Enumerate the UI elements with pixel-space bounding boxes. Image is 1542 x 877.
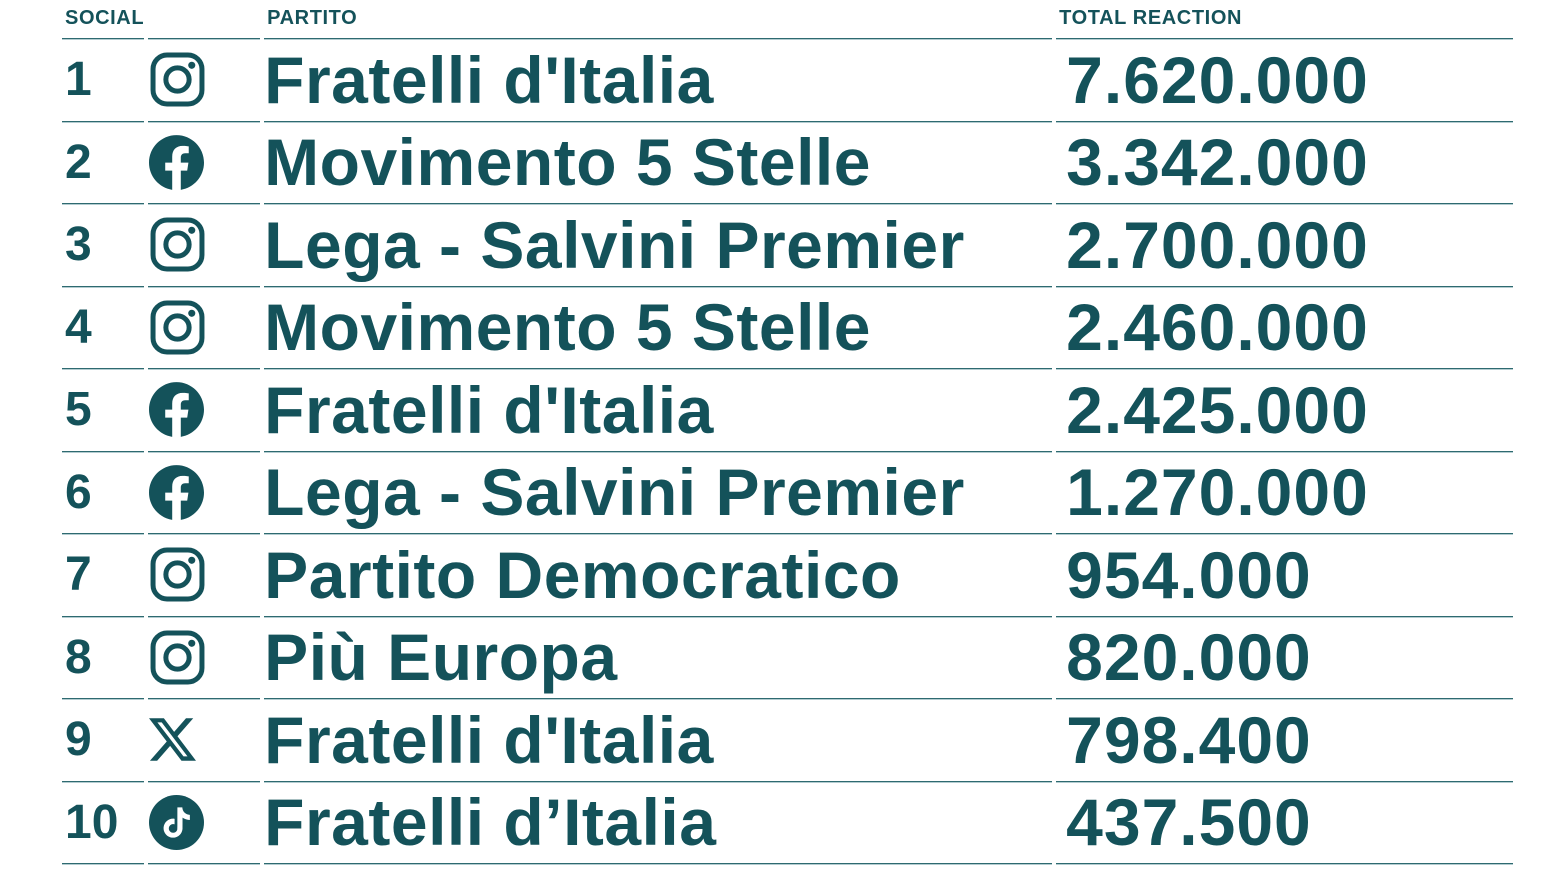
total-reaction-cell: 798.400 [1056, 699, 1514, 782]
total-reaction-cell: 437.500 [1056, 782, 1514, 864]
partito-cell: Partito Democratico [264, 534, 1053, 617]
facebook-icon [149, 134, 205, 190]
header-row: SOCIAL PARTITO TOTAL REACTION [62, 0, 1514, 39]
partito-cell: Fratelli d'Italia [264, 39, 1053, 122]
header-total-reaction: TOTAL REACTION [1056, 0, 1514, 39]
rank-cell: 1 [62, 39, 145, 122]
total-reaction-cell: 7.620.000 [1056, 39, 1514, 122]
rank-cell: 2 [62, 122, 145, 204]
social-icon-cell [148, 204, 261, 287]
ranking-table-body: 1 [62, 39, 1514, 864]
partito-cell: Movimento 5 Stelle [264, 287, 1053, 369]
partito-cell: Lega - Salvini Premier [264, 204, 1053, 287]
table-row: 5 [62, 369, 1514, 452]
rank-cell: 7 [62, 534, 145, 617]
header-social-spacer [148, 0, 261, 39]
table-row: 10 [62, 782, 1514, 864]
social-icon-cell [148, 617, 261, 699]
rank-cell: 10 [62, 782, 145, 864]
total-reaction-cell: 820.000 [1056, 617, 1514, 699]
total-reaction-cell: 2.460.000 [1056, 287, 1514, 369]
instagram-icon [149, 216, 206, 273]
table-row: 6 [62, 452, 1514, 534]
social-icon-cell [148, 39, 261, 122]
rank-cell: 3 [62, 204, 145, 287]
rank-cell: 5 [62, 369, 145, 452]
social-icon-cell [148, 699, 261, 782]
table-row: 8 [62, 617, 1514, 699]
rank-cell: 8 [62, 617, 145, 699]
header-partito: PARTITO [264, 0, 1053, 39]
facebook-icon [149, 464, 205, 520]
instagram-icon [149, 51, 206, 108]
ranking-table: SOCIAL PARTITO TOTAL REACTION 1 [58, 0, 1517, 864]
table-row: 2 [62, 122, 1514, 204]
total-reaction-cell: 1.270.000 [1056, 452, 1514, 534]
total-reaction-cell: 954.000 [1056, 534, 1514, 617]
rank-cell: 4 [62, 287, 145, 369]
social-icon-cell [148, 452, 261, 534]
x-icon [149, 716, 197, 763]
partito-cell: Più Europa [264, 617, 1053, 699]
rank-cell: 6 [62, 452, 145, 534]
table-row: 1 [62, 39, 1514, 122]
partito-cell: Movimento 5 Stelle [264, 122, 1053, 204]
table-row: 7 [62, 534, 1514, 617]
instagram-icon [149, 629, 206, 686]
social-icon-cell [148, 534, 261, 617]
social-icon-cell [148, 287, 261, 369]
partito-cell: Fratelli d'Italia [264, 369, 1053, 452]
rank-cell: 9 [62, 699, 145, 782]
total-reaction-cell: 3.342.000 [1056, 122, 1514, 204]
tiktok-icon [149, 794, 205, 850]
table-row: 9 [62, 699, 1514, 782]
social-icon-cell [148, 782, 261, 864]
header-social: SOCIAL [62, 0, 145, 39]
social-icon-cell [148, 122, 261, 204]
instagram-icon [149, 546, 206, 603]
partito-cell: Lega - Salvini Premier [264, 452, 1053, 534]
total-reaction-cell: 2.700.000 [1056, 204, 1514, 287]
partito-cell: Fratelli d’Italia [264, 782, 1053, 864]
table-row: 4 [62, 287, 1514, 369]
instagram-icon [149, 299, 206, 356]
total-reaction-cell: 2.425.000 [1056, 369, 1514, 452]
table-row: 3 [62, 204, 1514, 287]
social-icon-cell [148, 369, 261, 452]
facebook-icon [149, 382, 205, 438]
partito-cell: Fratelli d'Italia [264, 699, 1053, 782]
